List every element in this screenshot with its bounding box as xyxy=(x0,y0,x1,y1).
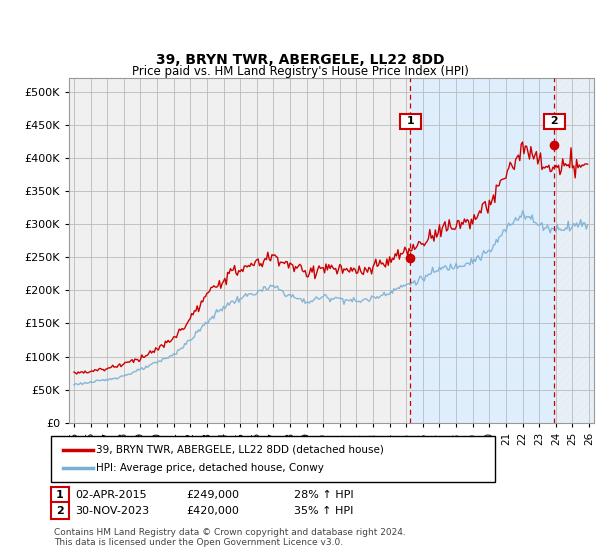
Text: 28% ↑ HPI: 28% ↑ HPI xyxy=(294,490,353,500)
Text: 35% ↑ HPI: 35% ↑ HPI xyxy=(294,506,353,516)
Text: £420,000: £420,000 xyxy=(186,506,239,516)
Text: 39, BRYN TWR, ABERGELE, LL22 8DD (detached house): 39, BRYN TWR, ABERGELE, LL22 8DD (detach… xyxy=(96,445,384,455)
Text: Contains HM Land Registry data © Crown copyright and database right 2024.
This d: Contains HM Land Registry data © Crown c… xyxy=(54,528,406,547)
Text: 30-NOV-2023: 30-NOV-2023 xyxy=(75,506,149,516)
Text: 02-APR-2015: 02-APR-2015 xyxy=(75,490,146,500)
Text: Price paid vs. HM Land Registry's House Price Index (HPI): Price paid vs. HM Land Registry's House … xyxy=(131,64,469,78)
Text: 2: 2 xyxy=(56,506,64,516)
Text: 1: 1 xyxy=(56,490,64,500)
Text: 1: 1 xyxy=(403,116,418,127)
Text: 39, BRYN TWR, ABERGELE, LL22 8DD: 39, BRYN TWR, ABERGELE, LL22 8DD xyxy=(156,54,444,68)
Text: HPI: Average price, detached house, Conwy: HPI: Average price, detached house, Conw… xyxy=(96,463,324,473)
Bar xyxy=(410,78,554,423)
Bar xyxy=(554,78,594,423)
Text: £249,000: £249,000 xyxy=(186,490,239,500)
Text: 2: 2 xyxy=(547,116,562,127)
